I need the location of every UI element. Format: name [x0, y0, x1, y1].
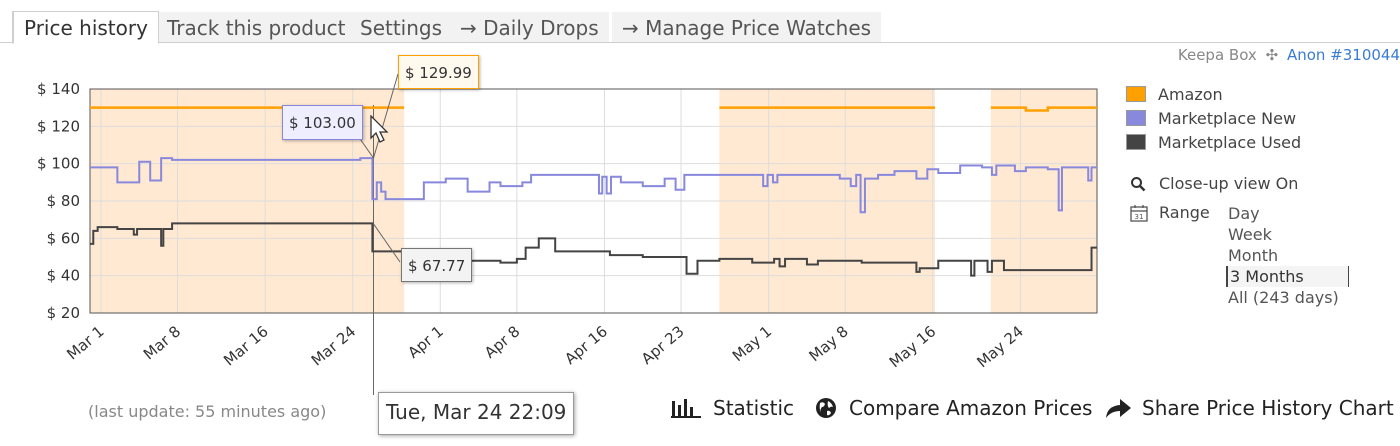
statistic-label: Statistic — [713, 396, 795, 420]
share-arrow-icon — [1106, 399, 1131, 418]
range-row: 31 Range — [1130, 203, 1210, 222]
legend-label: Amazon — [1158, 84, 1223, 104]
legend-swatch — [1126, 110, 1146, 126]
legend-label: Marketplace New — [1158, 108, 1297, 128]
keepa-box-label[interactable]: Keepa Box — [1177, 46, 1257, 64]
legend-swatch — [1126, 86, 1146, 102]
y-tick-label: $ 40 — [47, 267, 80, 285]
tab-daily-drops[interactable]: → Daily Drops — [450, 12, 609, 43]
tab-settings[interactable]: Settings — [350, 12, 453, 43]
tab-bar: Price history Track this product Setting… — [0, 11, 1400, 44]
tooltip-amazon-price: $ 129.99 — [398, 55, 479, 89]
tab-manage-price-watches[interactable]: → Manage Price Watches — [612, 12, 882, 43]
range-option-3-months[interactable]: 3 Months — [1226, 266, 1349, 287]
statistic-button[interactable]: Statistic — [671, 396, 794, 420]
share-chart-button[interactable]: Share Price History Chart — [1104, 396, 1394, 420]
y-tick-label: $ 80 — [47, 192, 80, 210]
compare-label: Compare Amazon Prices — [849, 396, 1093, 420]
range-option-all[interactable]: All (243 days) — [1228, 288, 1339, 307]
legend-item-marketplace-used[interactable]: Marketplace Used — [1126, 130, 1301, 154]
legend-item-marketplace-new[interactable]: Marketplace New — [1126, 106, 1301, 130]
keepa-box-line: Keepa Box ✣ Anon #310044 — [1178, 46, 1400, 64]
range-options: Day Week Month 3 Months All (243 days) — [1226, 203, 1349, 308]
tab-price-history[interactable]: Price history — [12, 11, 159, 44]
y-tick-label: $ 100 — [37, 155, 80, 173]
tooltip-used-price: $ 67.77 — [401, 248, 473, 282]
tooltip-hover-date: Tue, Mar 24 22:09 — [378, 392, 575, 435]
legend-label: Marketplace Used — [1158, 132, 1302, 152]
tab-label: Settings — [360, 16, 443, 40]
tooltip-connector-used — [373, 223, 401, 263]
x-tick-label: May 16 — [886, 322, 940, 371]
share-label: Share Price History Chart — [1142, 396, 1394, 420]
tab-label: → Manage Price Watches — [622, 16, 872, 40]
y-tick-label: $ 120 — [37, 117, 80, 135]
range-option-month[interactable]: Month — [1228, 246, 1279, 265]
series-line-marketplace-new — [90, 157, 1097, 214]
x-tick-label: Apr 1 — [404, 322, 446, 362]
user-link[interactable]: Anon #310044 — [1286, 46, 1400, 64]
range-option-week[interactable]: Week — [1228, 225, 1272, 244]
tab-track-product[interactable]: Track this product — [157, 12, 356, 43]
x-tick-label: Mar 24 — [308, 322, 360, 369]
series-line-marketplace-used — [90, 222, 1097, 277]
last-update-text: (last update: 55 minutes ago) — [88, 402, 327, 421]
x-tick-label: May 24 — [973, 322, 1027, 371]
tooltip-new-price: $ 103.00 — [282, 105, 363, 140]
legend: Amazon Marketplace New Marketplace Used — [1126, 82, 1301, 154]
calendar-icon: 31 — [1130, 204, 1148, 222]
tooltip-connector-amazon — [373, 73, 399, 159]
closeup-toggle[interactable]: Close-up view On — [1130, 174, 1298, 193]
x-tick-label: Apr 8 — [481, 322, 523, 362]
legend-swatch — [1126, 134, 1146, 150]
range-label: Range — [1159, 203, 1210, 222]
bar-chart-icon — [671, 399, 701, 418]
y-tick-label: $ 20 — [47, 304, 80, 322]
range-option-day[interactable]: Day — [1228, 204, 1260, 223]
plot-frame — [89, 88, 1098, 314]
x-tick-label: Mar 16 — [220, 322, 272, 369]
x-tick-label: Mar 8 — [140, 322, 184, 363]
move-icon[interactable]: ✣ — [1265, 46, 1279, 64]
tab-label: Price history — [24, 16, 148, 40]
x-tick-label: Mar 1 — [63, 322, 107, 363]
y-tick-label: $ 140 — [37, 80, 80, 98]
compare-prices-button[interactable]: Compare Amazon Prices — [815, 396, 1092, 420]
tab-label: Track this product — [167, 16, 346, 40]
globe-icon — [816, 398, 836, 418]
y-tick-label: $ 60 — [47, 229, 80, 247]
x-tick-label: Apr 23 — [638, 322, 688, 368]
svg-text:31: 31 — [1135, 213, 1144, 221]
x-tick-label: May 1 — [729, 322, 775, 365]
x-tick-label: Apr 16 — [561, 322, 611, 368]
magnifier-icon — [1131, 176, 1146, 191]
legend-item-amazon[interactable]: Amazon — [1126, 82, 1301, 106]
x-tick-label: May 8 — [806, 322, 852, 365]
closeup-label: Close-up view On — [1159, 174, 1299, 193]
series-line-amazon — [990, 106, 1097, 112]
tab-label: → Daily Drops — [460, 16, 599, 40]
mouse-cursor-icon — [370, 115, 389, 143]
